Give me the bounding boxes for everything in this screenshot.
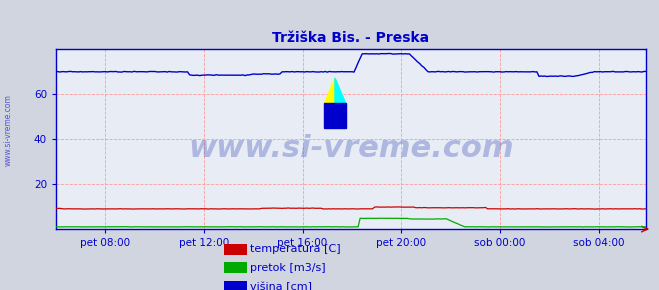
Text: višina [cm]: višina [cm]: [250, 282, 312, 290]
Text: temperatura [C]: temperatura [C]: [250, 244, 341, 254]
Title: Tržiška Bis. - Preska: Tržiška Bis. - Preska: [272, 31, 430, 45]
Polygon shape: [335, 78, 345, 103]
Text: pretok [m3/s]: pretok [m3/s]: [250, 263, 326, 273]
Bar: [324, 103, 345, 128]
Text: www.si-vreme.com: www.si-vreme.com: [188, 134, 514, 163]
Polygon shape: [324, 78, 335, 103]
Text: www.si-vreme.com: www.si-vreme.com: [3, 95, 13, 166]
